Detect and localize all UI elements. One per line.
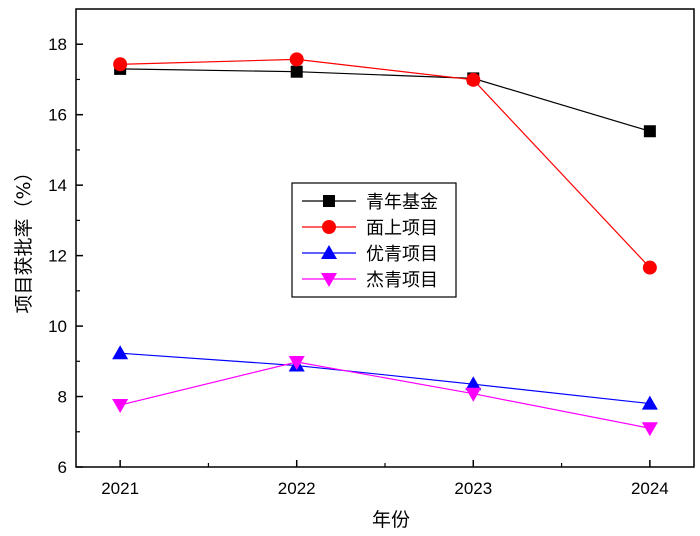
legend-item: 杰青项目: [302, 270, 438, 291]
legend-box: [291, 182, 457, 298]
legend-label: 面上项目: [366, 218, 438, 239]
data-point: [113, 57, 128, 72]
series-4: [112, 356, 658, 437]
data-point: [466, 72, 481, 87]
x-axis: 2021 2022 2023 2024: [101, 460, 669, 498]
y-axis-title: 项目获批率（%）: [13, 162, 35, 313]
legend-marker: [322, 220, 336, 234]
data-point: [465, 387, 482, 402]
data-point: [641, 395, 658, 410]
data-point: [290, 65, 303, 78]
legend-item: 面上项目: [302, 218, 438, 239]
y-tick-label: 16: [48, 106, 67, 125]
series-line: [120, 352, 650, 405]
y-axis: 6 8 10 12 14 16 18: [48, 35, 83, 477]
y-tick-label: 12: [48, 247, 67, 266]
y-tick-label: 8: [58, 388, 67, 407]
legend-marker: [323, 195, 335, 207]
series-2: [113, 52, 657, 275]
series-3: [112, 345, 658, 410]
legend-item: 优青项目: [302, 244, 438, 265]
legend-marker: [321, 273, 337, 287]
data-point: [112, 345, 129, 360]
series-1: [114, 62, 656, 138]
series-line: [120, 361, 650, 429]
x-tick-label: 2024: [631, 479, 669, 498]
x-axis-title: 年份: [372, 509, 410, 531]
legend-item: 青年基金: [302, 192, 438, 213]
y-tick-label: 10: [48, 317, 67, 336]
data-point: [643, 125, 656, 138]
legend-label: 青年基金: [366, 192, 438, 213]
legend-marker: [321, 245, 337, 259]
legend-label: 杰青项目: [366, 270, 438, 291]
data-point: [641, 422, 658, 437]
series-layer: [112, 52, 658, 437]
y-tick-label: 18: [48, 35, 67, 54]
data-point: [465, 376, 482, 391]
x-tick-label: 2023: [454, 479, 492, 498]
data-point: [642, 260, 657, 275]
y-tick-label: 6: [58, 458, 67, 477]
data-point: [289, 52, 304, 67]
x-tick-label: 2022: [278, 479, 316, 498]
series-line: [120, 58, 651, 269]
data-point: [112, 398, 129, 413]
data-point: [288, 356, 305, 371]
x-tick-label: 2021: [101, 479, 139, 498]
legend-label: 优青项目: [366, 244, 438, 265]
y-tick-label: 14: [48, 176, 67, 195]
series-line: [120, 68, 651, 132]
